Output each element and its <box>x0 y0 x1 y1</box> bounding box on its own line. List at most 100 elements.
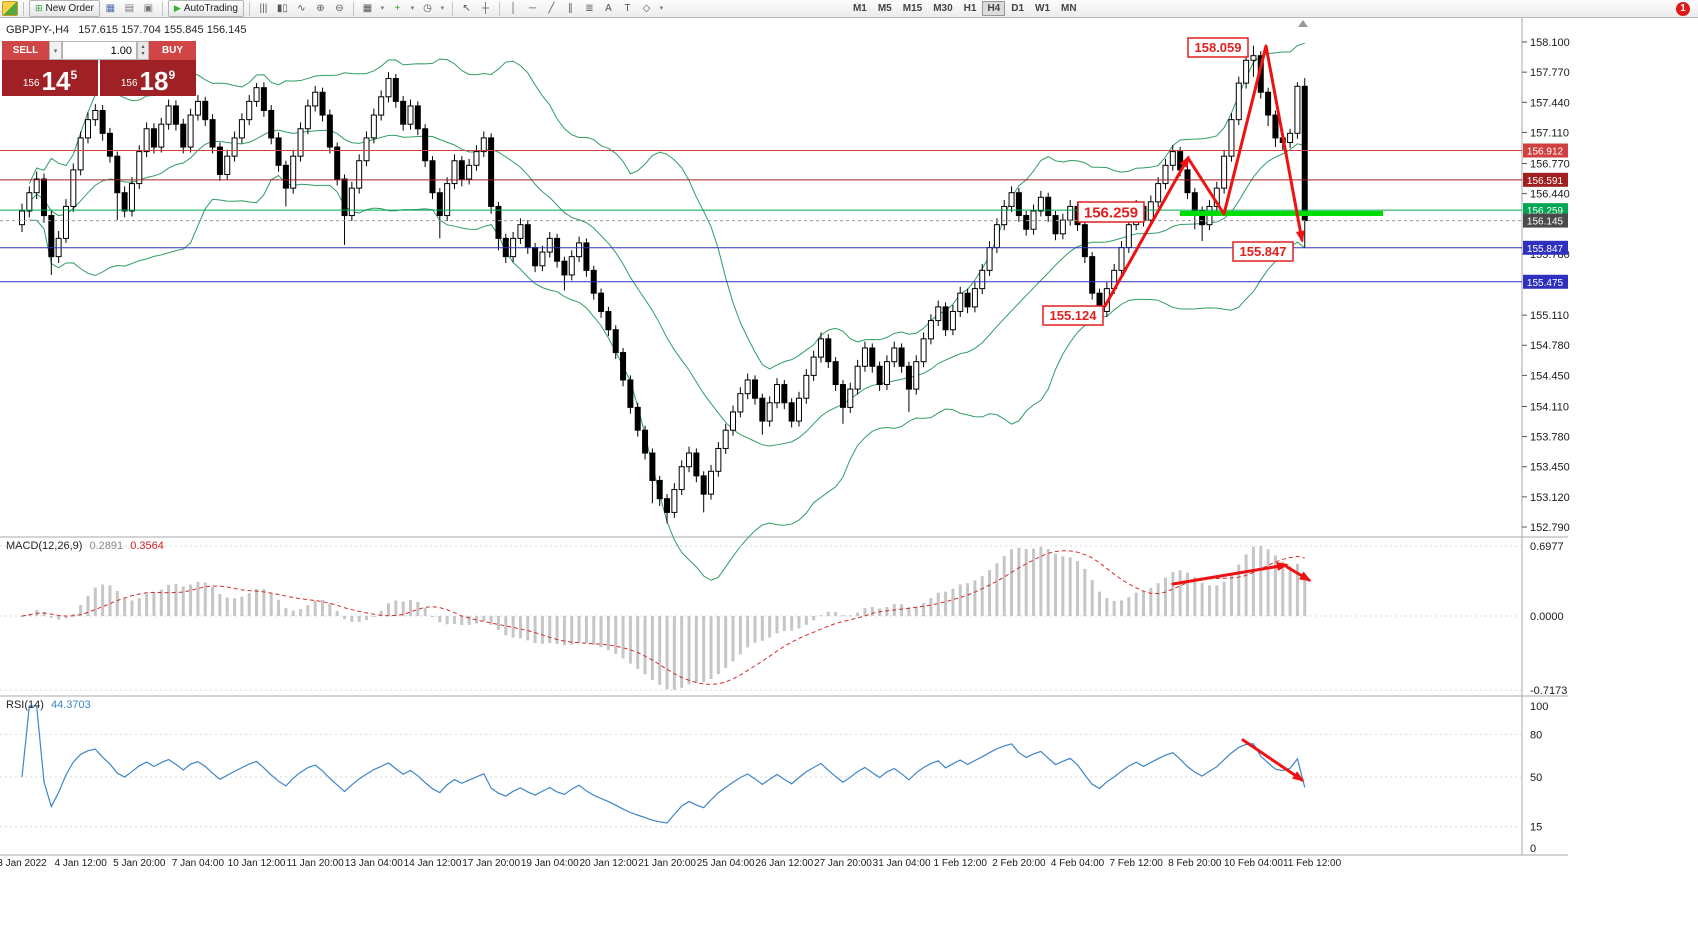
volume-up-icon[interactable]: ▴ <box>141 43 145 50</box>
timeframe-m30[interactable]: M30 <box>933 3 953 14</box>
toolbar-separator-1 <box>23 1 24 16</box>
autotrading-button[interactable]: ▶ AutoTrading <box>167 0 244 17</box>
time-axis[interactable]: 3 Jan 2022 4 Jan 12:00 5 Jan 20:00 7 Jan 04… <box>0 858 1342 869</box>
vertical-line-icon[interactable]: │ <box>510 3 517 14</box>
periods-icon[interactable]: ◷ <box>423 3 432 14</box>
svg-text:1 Feb 12:00: 1 Feb 12:00 <box>934 858 988 869</box>
macd-axis-label: -0.7173 <box>1530 685 1567 697</box>
line-chart-icon[interactable]: ∿ <box>297 3 306 14</box>
svg-text:25 Jan 04:00: 25 Jan 04:00 <box>697 858 755 869</box>
zoom-out-icon[interactable]: ⊖ <box>335 3 344 14</box>
price-badge-label: 156.145 <box>1527 217 1564 228</box>
trendline-icon[interactable]: ╱ <box>548 3 555 14</box>
chart-shift-marker-icon[interactable] <box>1298 20 1308 27</box>
svg-text:10 Jan 12:00: 10 Jan 12:00 <box>228 858 286 869</box>
rsi-value: 44.3703 <box>50 699 91 711</box>
price-badge <box>1523 240 1568 255</box>
horizontal-line-icon[interactable]: ─ <box>528 3 536 14</box>
shapes-icon[interactable]: ◇ <box>642 3 651 14</box>
bar-chart-icon[interactable]: ||| <box>259 3 268 14</box>
buy-button[interactable]: BUY <box>149 41 196 60</box>
trend-arrow[interactable] <box>1103 155 1190 308</box>
macd-axis-label: 0.0000 <box>1530 611 1564 623</box>
price-badge-label: 155.847 <box>1527 244 1564 255</box>
label-icon[interactable]: T <box>624 3 631 14</box>
price-badge <box>1523 274 1568 289</box>
svg-text:7 Feb 12:00: 7 Feb 12:00 <box>1109 858 1163 869</box>
buy-price-big: 18 <box>139 66 169 96</box>
price-tag[interactable]: 156.259 <box>1077 201 1145 223</box>
svg-text:152.790: 152.790 <box>1530 522 1570 534</box>
svg-text:157.440: 157.440 <box>1530 97 1570 109</box>
text-icon[interactable]: A <box>605 3 612 14</box>
price-tag[interactable]: 155.124 <box>1042 305 1104 326</box>
svg-text:4 Jan 12:00: 4 Jan 12:00 <box>55 858 108 869</box>
tile-windows-dropdown[interactable]: ▾ <box>380 5 385 12</box>
rsi-line <box>21 705 1306 824</box>
chart-window-icon[interactable]: ▦ <box>105 3 116 14</box>
price-tag[interactable]: 155.847 <box>1232 241 1294 262</box>
volume-preset-dropdown[interactable]: ▾ <box>49 41 62 60</box>
trend-arrow[interactable] <box>1171 562 1289 586</box>
timeframe-d1[interactable]: D1 <box>1011 3 1025 14</box>
sell-price[interactable]: 156 14 5 <box>2 60 98 96</box>
symbol-name: GBPJPY-,H4 <box>6 24 70 36</box>
timeframe-group: M1 M5 M15 M30 H1 H4 D1 W1 MN <box>848 1 1082 16</box>
timeframe-h4[interactable]: H4 <box>982 1 1006 16</box>
trend-arrow[interactable] <box>1285 565 1312 582</box>
svg-text:155.110: 155.110 <box>1530 310 1569 322</box>
toolbar-separator-2 <box>161 1 163 16</box>
timeframe-h1[interactable]: H1 <box>963 3 977 14</box>
fibonacci-icon[interactable]: ≣ <box>585 3 594 14</box>
volume-stepper[interactable]: ▴ ▾ <box>137 41 149 60</box>
channel-icon[interactable]: ∥ <box>567 3 573 14</box>
cursor-icon[interactable]: ↖ <box>462 3 471 14</box>
timeframe-m1[interactable]: M1 <box>852 3 867 14</box>
macd-signal-line <box>21 550 1305 685</box>
macd-main-value: 0.2891 <box>89 540 124 552</box>
indicators-dropdown[interactable]: ▾ <box>410 5 415 12</box>
notifications-badge[interactable]: 1 <box>1676 1 1690 16</box>
candlestick-chart-icon[interactable]: ▮▯ <box>276 3 288 14</box>
crosshair-icon[interactable]: ┼ <box>481 3 489 14</box>
buy-price-pip: 9 <box>168 68 176 82</box>
shapes-dropdown[interactable]: ▾ <box>659 5 664 12</box>
price-tag[interactable]: 158.059 <box>1187 37 1249 58</box>
indicators-icon[interactable]: + <box>394 3 401 14</box>
periods-dropdown[interactable]: ▾ <box>440 5 445 12</box>
timeframe-w1[interactable]: W1 <box>1035 3 1051 14</box>
svg-text:154.110: 154.110 <box>1530 401 1569 413</box>
svg-text:153.780: 153.780 <box>1530 432 1570 444</box>
volume-down-icon[interactable]: ▾ <box>141 50 145 57</box>
alerts-icon[interactable]: ▣ <box>143 3 154 14</box>
timeframe-m5[interactable]: M5 <box>877 3 892 14</box>
svg-text:158.100: 158.100 <box>1530 37 1570 49</box>
rsi-axis-label: 0 <box>1530 843 1536 855</box>
timeframe-mn[interactable]: MN <box>1061 3 1077 14</box>
tile-windows-icon[interactable]: ▦ <box>362 3 373 14</box>
price-badge <box>1523 213 1568 228</box>
candlestick-series <box>19 45 1308 524</box>
svg-text:5 Jan 20:00: 5 Jan 20:00 <box>113 858 166 869</box>
sell-button[interactable]: SELL <box>2 41 49 60</box>
svg-text:13 Jan 04:00: 13 Jan 04:00 <box>345 858 403 869</box>
sell-price-prefix: 156 <box>22 78 40 89</box>
ohlc-values: 157.615 157.704 155.845 156.145 <box>78 24 247 36</box>
new-order-button[interactable]: ⊞ New Order <box>29 0 100 17</box>
timeframe-m15[interactable]: M15 <box>902 3 923 14</box>
svg-text:158.059: 158.059 <box>1195 40 1242 55</box>
rsi-axis-label: 50 <box>1530 772 1542 784</box>
trend-arrow[interactable] <box>1186 44 1305 243</box>
svg-text:156.440: 156.440 <box>1530 189 1570 201</box>
svg-text:157.110: 157.110 <box>1530 127 1569 139</box>
volume-input[interactable]: 1.00 <box>62 41 137 60</box>
buy-price[interactable]: 156 18 9 <box>100 60 196 96</box>
bollinger-upper-band <box>28 42 1305 370</box>
macd-name: MACD(12,26,9) <box>6 540 83 552</box>
profiles-icon[interactable]: ▤ <box>124 3 135 14</box>
trend-arrow[interactable] <box>1241 738 1305 782</box>
zoom-in-icon[interactable]: ⊕ <box>316 3 325 14</box>
macd-indicator-label: MACD(12,26,9) 0.2891 0.3564 <box>6 540 164 552</box>
